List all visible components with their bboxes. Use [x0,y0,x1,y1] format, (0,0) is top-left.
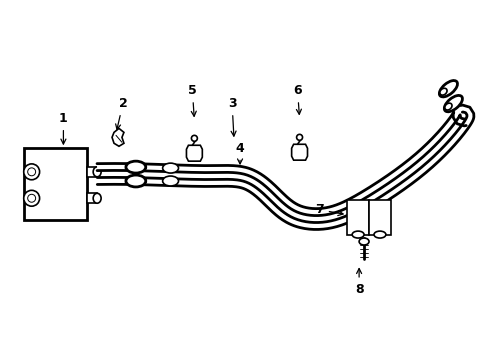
Text: 4: 4 [235,142,244,164]
Ellipse shape [373,231,385,238]
Polygon shape [97,105,473,229]
Text: 5: 5 [188,84,196,116]
Circle shape [191,135,197,141]
Ellipse shape [444,103,451,110]
Ellipse shape [438,81,457,97]
Ellipse shape [351,231,364,238]
Ellipse shape [163,176,178,186]
Circle shape [24,164,40,180]
Bar [87,167,97,177]
Bar [24,148,87,220]
Text: 7: 7 [314,203,343,216]
Circle shape [24,190,40,206]
Ellipse shape [93,193,101,203]
Text: 8: 8 [354,269,363,296]
Circle shape [28,168,36,176]
Ellipse shape [439,88,446,95]
Ellipse shape [126,175,145,187]
Text: 6: 6 [293,84,301,114]
Text: 2: 2 [116,97,127,129]
Bar [346,200,368,235]
Ellipse shape [358,238,368,245]
Circle shape [296,134,302,140]
Polygon shape [97,112,465,216]
Text: 3: 3 [227,97,236,136]
Text: 1: 1 [59,112,68,144]
Bar [368,200,390,235]
Bar [87,193,97,203]
Circle shape [28,194,36,202]
Ellipse shape [444,95,462,112]
Ellipse shape [126,161,145,173]
Ellipse shape [163,163,178,173]
Ellipse shape [93,167,101,177]
